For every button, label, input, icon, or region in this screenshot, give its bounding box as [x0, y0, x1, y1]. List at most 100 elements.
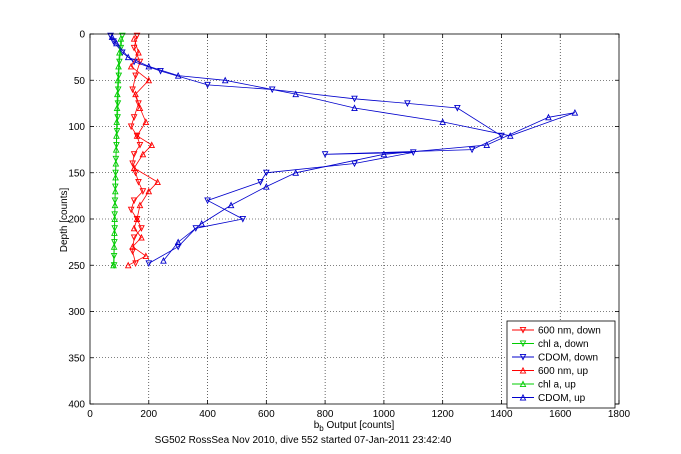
data-point [292, 90, 300, 98]
x-tick-label: 0 [87, 409, 93, 420]
data-point [174, 72, 182, 79]
y-tick-label: 300 [68, 307, 85, 318]
data-point [204, 197, 211, 205]
y-tick-label: 50 [74, 76, 86, 87]
data-point [380, 150, 388, 158]
legend-box [506, 320, 616, 409]
data-point [157, 67, 164, 75]
data-point [145, 76, 153, 84]
data-point [112, 173, 119, 181]
data-point [130, 164, 138, 172]
data-point [142, 252, 150, 260]
data-point [130, 151, 138, 158]
legend-entry: CDOM, up [512, 393, 586, 404]
data-point [351, 160, 358, 168]
y-tick-label: 150 [68, 168, 85, 179]
legend-label: 600 nm, down [538, 326, 601, 337]
data-point [545, 113, 552, 121]
legend-marker [519, 340, 527, 348]
data-point [135, 48, 142, 56]
data-point [145, 62, 153, 70]
legend-entry: chl a, up [512, 380, 576, 391]
legend-entry: CDOM, down [512, 353, 598, 364]
data-point [160, 257, 167, 264]
grid [90, 34, 619, 404]
data-point [130, 114, 138, 121]
data-point [138, 233, 145, 241]
x-axis-label-main: b [314, 420, 320, 431]
data-point [142, 118, 150, 125]
data-point [124, 53, 132, 61]
data-point [133, 215, 141, 223]
data-point [139, 150, 147, 158]
data-point [454, 104, 461, 112]
data-point [111, 215, 119, 223]
data-point [227, 201, 235, 209]
data-point [257, 178, 264, 186]
data-point [321, 151, 329, 158]
data-point [263, 183, 270, 190]
data-point [114, 90, 121, 98]
data-point [130, 35, 138, 42]
data-point [127, 62, 135, 70]
data-point [404, 100, 411, 107]
y-tick-label: 250 [68, 261, 85, 272]
data-point [132, 169, 139, 177]
data-point [130, 58, 138, 66]
legend-marker [519, 393, 527, 401]
tick-labels: 0 200 400 600 800 1000 1200 1400 1600 1800 0 50 100 1… [68, 30, 630, 421]
data-point [439, 118, 446, 125]
data-point [136, 141, 144, 149]
data-point [135, 100, 142, 107]
data-point [113, 128, 121, 135]
data-point [114, 114, 121, 121]
x-tick-label: 800 [317, 409, 334, 420]
data-point [571, 109, 579, 116]
data-point [127, 123, 135, 131]
data-point [506, 132, 514, 139]
data-point [124, 261, 132, 269]
data-point [130, 224, 138, 232]
x-tick-label: 1600 [549, 409, 572, 420]
data-point [132, 260, 139, 268]
data-point [221, 76, 229, 84]
data-point [483, 141, 491, 149]
data-point [111, 201, 119, 209]
y-tick-label: 400 [68, 400, 85, 411]
data-point [129, 86, 136, 94]
x-tick-label: 1400 [490, 409, 513, 420]
data-point [129, 243, 136, 250]
data-point [409, 149, 417, 157]
x-tick-label: 1800 [608, 409, 631, 420]
x-tick-label: 200 [140, 409, 157, 420]
legend-marker [519, 380, 527, 388]
y-tick-label: 0 [79, 30, 85, 41]
data-point [110, 261, 117, 269]
data-point [174, 238, 182, 246]
data-point [132, 90, 139, 98]
data-point [108, 33, 116, 40]
series-line [111, 36, 576, 261]
data-point [138, 225, 145, 232]
y-tick-label: 350 [68, 353, 85, 364]
data-point [192, 225, 200, 232]
legend-entry: 600 nm, up [512, 366, 588, 377]
data-point [130, 197, 138, 205]
data-point [145, 260, 153, 268]
legend-label: 600 nm, up [538, 366, 588, 377]
data-point [129, 248, 136, 255]
data-point [114, 100, 122, 107]
legend-marker [519, 353, 527, 361]
data-point [174, 243, 182, 251]
data-point [111, 229, 118, 236]
y-axis-label: Depth [counts] [59, 188, 70, 253]
data-point [127, 206, 135, 214]
data-point [113, 118, 121, 125]
data-point [133, 32, 141, 40]
legend-marker [519, 326, 527, 334]
data-point [116, 48, 123, 56]
figure-caption: SG502 RossSea Nov 2010, dive 552 started… [155, 435, 452, 446]
data-point [112, 159, 120, 167]
x-axis-label: bb Output [counts] [314, 420, 395, 433]
